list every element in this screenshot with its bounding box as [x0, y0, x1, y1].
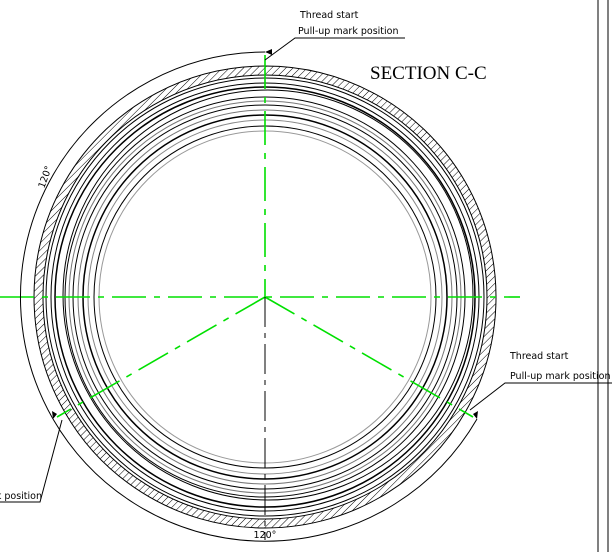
callout-text: Thread start — [299, 10, 359, 21]
callout-text: Thread start — [509, 351, 569, 362]
dimension-arc — [19, 51, 266, 420]
section-title: SECTION C-C — [370, 63, 487, 84]
angle-label: 120° — [254, 530, 277, 541]
dimension-arc — [52, 418, 478, 542]
hatched-ring — [33, 65, 497, 529]
leader — [469, 382, 612, 411]
leader — [264, 37, 405, 61]
centerline — [56, 296, 266, 418]
callout-text: Pull-up mark position — [0, 491, 42, 502]
circle — [62, 89, 474, 501]
callout-text: Pull-up mark position — [298, 26, 399, 37]
leader — [0, 419, 63, 503]
callout-text: Pull-up mark position — [510, 371, 611, 382]
centerline — [264, 296, 474, 418]
